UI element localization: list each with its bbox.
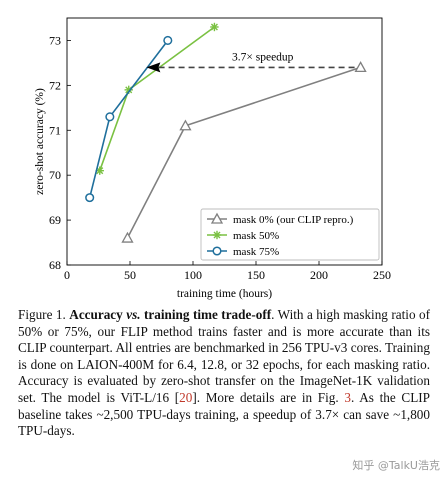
legend-box	[200, 208, 380, 261]
data-point-circle	[105, 112, 115, 122]
legend-entry: mask 75%	[233, 246, 279, 258]
y-tick-label: 70	[49, 168, 61, 182]
legend-swatch-marker	[212, 246, 222, 256]
data-point-triangle	[121, 231, 134, 243]
x-tick-label: 150	[247, 268, 265, 282]
y-tick-label: 68	[49, 258, 61, 272]
star-marker-stroke	[125, 86, 133, 94]
caption-body-2: ]. More details are in Fig.	[192, 389, 345, 405]
chart-series-layer	[85, 22, 367, 243]
chart-axes: 0 50 100 150 200 250 68 69 70 71 72 73 training time…	[34, 17, 391, 300]
figure-caption: Figure 1. Accuracy vs. training time tra…	[18, 307, 430, 440]
chart-legend: mask 0% (our CLIP repro.) mask 50% mask 75…	[200, 208, 380, 261]
accuracy-vs-time-chart: 0 50 100 150 200 250 68 69 70 71 72 73 training time…	[34, 17, 391, 300]
legend-entry: mask 50%	[233, 230, 279, 242]
x-tick-label: 200	[310, 268, 328, 282]
caption-ref-20[interactable]: 20	[179, 389, 193, 405]
data-point-star	[210, 22, 219, 32]
series-line-star	[99, 26, 215, 171]
x-axis-label: training time (hours)	[177, 288, 272, 300]
x-tick-label: 0	[64, 268, 70, 282]
caption-figure-label: Figure 1.	[18, 307, 66, 322]
y-tick-label: 72	[49, 78, 61, 92]
x-tick-label: 100	[184, 268, 202, 282]
chart-annotation-layer: 3.7× speedup	[146, 51, 355, 73]
y-tick-label: 73	[49, 33, 61, 47]
caption-body-3: . As the CLIP baseline takes ~2,500 TPU-…	[18, 389, 430, 439]
y-tick-label: 69	[49, 213, 61, 227]
legend-swatch-marker	[210, 212, 224, 224]
data-point-circle	[163, 35, 173, 46]
star-marker-stroke	[213, 231, 221, 239]
y-axis-label: zero-shot accuracy (%)	[34, 88, 46, 195]
y-tick-label: 71	[49, 123, 61, 137]
caption-body-1: . With a high masking ratio of 50% or 75…	[18, 307, 431, 405]
star-marker-stroke	[210, 23, 218, 31]
caption-title-rest: training time trade-off	[144, 307, 272, 322]
star-marker-stroke	[96, 167, 104, 175]
speedup-arrow-head	[146, 62, 161, 73]
caption-title: Accuracy vs. training time trade-off	[69, 307, 271, 322]
plot-frame	[66, 17, 383, 266]
legend-swatch-marker	[212, 230, 222, 240]
data-point-triangle	[354, 61, 367, 73]
data-point-circle	[85, 193, 95, 203]
x-tick-label: 50	[124, 268, 136, 282]
caption-title-accuracy: Accuracy	[69, 307, 123, 322]
watermark: 知乎 @TalkU浩克	[352, 459, 440, 472]
caption-title-vs: vs.	[126, 307, 141, 322]
speedup-label: 3.7× speedup	[232, 51, 294, 63]
caption-ref-fig3[interactable]: 3	[344, 389, 351, 405]
legend-entry: mask 0% (our CLIP repro.)	[233, 214, 354, 226]
data-point-triangle	[179, 119, 192, 131]
x-tick-label: 250	[373, 268, 391, 282]
